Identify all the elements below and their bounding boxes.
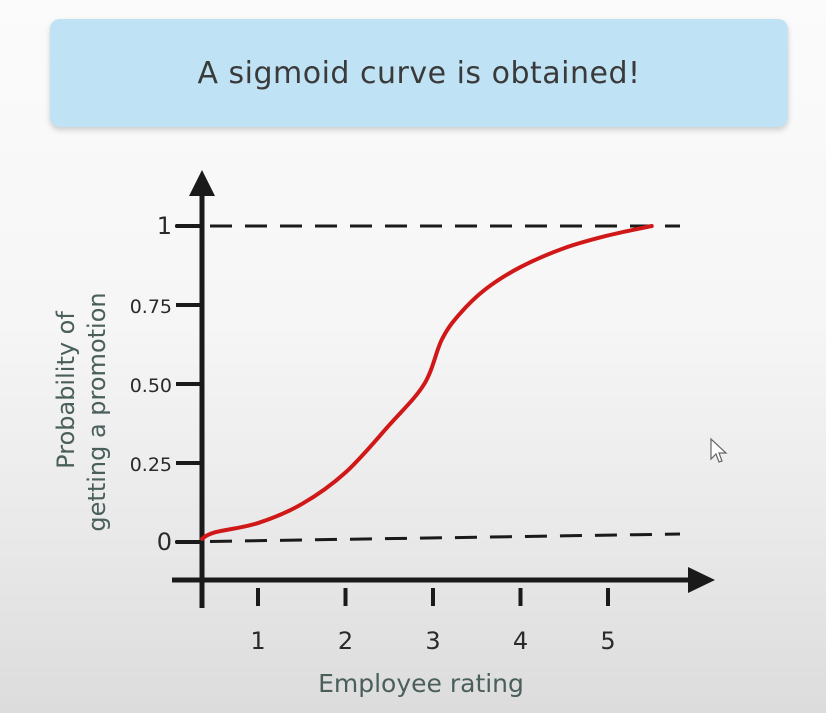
y-axis-label-line1: Probability of xyxy=(52,311,80,469)
y-tick-label: 0.50 xyxy=(130,375,172,397)
asymptote-lines xyxy=(174,224,681,544)
x-tick-label: 2 xyxy=(338,627,353,655)
banner-title: A sigmoid curve is obtained! xyxy=(197,55,641,91)
sigmoid-curve xyxy=(200,224,654,541)
y-tick-label: 0 xyxy=(157,528,172,556)
axes xyxy=(172,170,715,608)
x-axis-arrow xyxy=(688,567,715,593)
mouse-cursor-icon xyxy=(709,437,729,469)
x-tick-label: 1 xyxy=(250,627,265,655)
y-tick-label: 1 xyxy=(157,212,172,240)
x-tick-label: 4 xyxy=(513,627,528,655)
x-ticks: 1 2 3 4 5 xyxy=(250,588,616,655)
y-ticks: 0 0.25 0.50 0.75 1 xyxy=(130,212,202,556)
x-tick-label: 3 xyxy=(425,627,440,655)
y-axis-label-line2: getting a promotion xyxy=(83,292,111,531)
sigmoid-curve-group xyxy=(200,224,654,541)
y-tick-label: 0.25 xyxy=(130,454,172,476)
y-tick-label: 0.75 xyxy=(130,296,172,318)
y-axis-arrow xyxy=(189,170,215,196)
x-axis-label: Employee rating xyxy=(318,669,524,698)
asymptote-line-zero xyxy=(174,532,681,544)
title-banner: A sigmoid curve is obtained! xyxy=(50,19,788,127)
x-tick-label: 5 xyxy=(600,627,615,655)
